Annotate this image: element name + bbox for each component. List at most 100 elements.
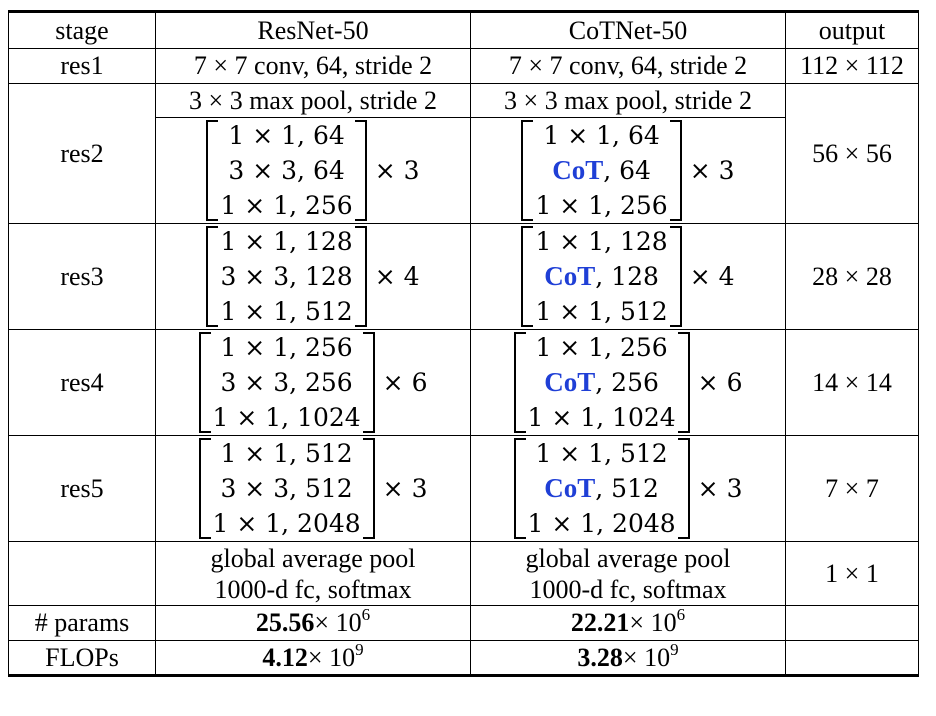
params-base: × 10: [314, 608, 362, 637]
flops-base: × 10: [622, 642, 671, 672]
matrix-line: 1 × 1, 1024: [527, 403, 676, 432]
output-cell: 7 × 7: [785, 435, 919, 542]
stage-cell: res2: [8, 83, 156, 224]
matrix-line: 1 × 1, 2048: [212, 509, 361, 538]
right-bracket: [354, 120, 367, 221]
stage-cell: res1: [8, 48, 156, 84]
repeat-count: × 6: [697, 368, 743, 397]
bracket-matrix: 1 × 1, 64 CoT, 64 1 × 1, 256: [521, 118, 682, 223]
cot-label: CoT: [544, 473, 596, 503]
cot-label: CoT: [552, 155, 604, 185]
bracket-matrix: 1 × 1, 128 CoT, 128 1 × 1, 512: [521, 224, 682, 329]
table-row-flops: FLOPs 4.12× 109 3.28× 109: [8, 639, 919, 677]
params-value: 25.56: [255, 608, 315, 637]
bracket-matrix: 1 × 1, 128 3 × 3, 128 1 × 1, 512: [206, 224, 367, 329]
architecture-table: stage ResNet-50 CoTNet-50 output res1 7 …: [8, 10, 919, 677]
flops-value: 4.12: [262, 642, 308, 672]
cotnet-block-cell: 1 × 1, 128 CoT, 128 1 × 1, 512 × 4: [470, 223, 786, 330]
stage-cell-empty: [8, 541, 156, 606]
table-row-res4: res4 1 × 1, 256 3 × 3, 256 1 × 1, 1024 ×…: [8, 329, 919, 436]
matrix-line: 1 × 1, 256: [220, 191, 353, 220]
matrix-line: 1 × 1, 128: [535, 227, 668, 256]
matrix-line: 3 × 3, 128: [220, 262, 353, 291]
matrix-line: 1 × 1, 512: [535, 297, 668, 326]
right-bracket: [669, 226, 682, 327]
params-base: × 10: [629, 608, 677, 637]
matrix-line: 1 × 1, 64: [543, 121, 660, 150]
matrix-line: 1 × 1, 512: [535, 439, 668, 468]
resnet-params-cell: 25.56× 106: [155, 605, 471, 641]
right-bracket: [362, 332, 375, 433]
output-cell: 28 × 28: [785, 223, 919, 330]
bracket-matrix: 1 × 1, 256 CoT, 256 1 × 1, 1024: [513, 330, 690, 435]
right-bracket: [677, 332, 690, 433]
params-label: # params: [8, 605, 156, 641]
header-row: stage ResNet-50 CoTNet-50 output: [8, 11, 919, 49]
matrix-line: 3 × 3, 64: [228, 156, 345, 185]
cotnet-block-cell: 1 × 1, 512 CoT, 512 1 × 1, 2048 × 3: [470, 435, 786, 542]
table-row-head: global average pool 1000-d fc, softmax g…: [8, 541, 919, 606]
flops-base: × 10: [307, 642, 356, 672]
repeat-count: × 3: [374, 156, 420, 185]
stage-cell: res4: [8, 329, 156, 436]
params-exponent: 6: [361, 605, 371, 624]
resnet-flops-cell: 4.12× 109: [155, 639, 471, 677]
header-stage: stage: [8, 11, 156, 49]
bracket-matrix: 1 × 1, 256 3 × 3, 256 1 × 1, 1024: [198, 330, 375, 435]
right-bracket: [354, 226, 367, 327]
left-bracket: [521, 226, 534, 327]
repeat-count: × 3: [697, 474, 743, 503]
flops-value: 3.28: [577, 642, 623, 672]
cot-channels: , 128: [595, 262, 659, 291]
left-bracket: [513, 332, 526, 433]
matrix-line: 1 × 1, 256: [220, 333, 353, 362]
matrix-line: CoT, 128: [544, 259, 659, 294]
resnet-pool-cell: 3 × 3 max pool, stride 2: [155, 83, 471, 118]
repeat-count: × 6: [382, 368, 428, 397]
matrix-line: 1 × 1, 512: [220, 297, 353, 326]
left-bracket: [513, 438, 526, 539]
matrix-line: CoT, 64: [552, 153, 651, 188]
resnet-block-cell: 1 × 1, 512 3 × 3, 512 1 × 1, 2048 × 3: [155, 435, 471, 542]
flops-exponent: 9: [670, 639, 679, 659]
matrix-line: 1 × 1, 256: [535, 333, 668, 362]
left-bracket: [521, 120, 534, 221]
bracket-matrix: 1 × 1, 512 3 × 3, 512 1 × 1, 2048: [198, 436, 375, 541]
left-bracket: [206, 226, 219, 327]
output-cell-empty: [785, 605, 919, 641]
matrix-line: 3 × 3, 256: [220, 368, 353, 397]
cotnet-block-cell: 1 × 1, 256 CoT, 256 1 × 1, 1024 × 6: [470, 329, 786, 436]
table-row-res1: res1 7 × 7 conv, 64, stride 2 7 × 7 conv…: [8, 48, 919, 84]
head-line: 1000-d fc, softmax: [529, 574, 727, 604]
cot-label: CoT: [544, 261, 596, 291]
repeat-count: × 3: [689, 156, 735, 185]
matrix-line: CoT, 512: [544, 471, 659, 506]
stage-cell: res3: [8, 223, 156, 330]
table-row-res5: res5 1 × 1, 512 3 × 3, 512 1 × 1, 2048 ×…: [8, 435, 919, 542]
resnet-block-cell: 1 × 1, 256 3 × 3, 256 1 × 1, 1024 × 6: [155, 329, 471, 436]
flops-label: FLOPs: [8, 640, 156, 677]
resnet-head-cell: global average pool 1000-d fc, softmax: [155, 541, 471, 606]
left-bracket: [198, 438, 211, 539]
cot-channels: , 512: [595, 474, 659, 503]
flops-exponent: 9: [355, 639, 364, 659]
cotnet-head-cell: global average pool 1000-d fc, softmax: [470, 541, 786, 606]
head-line: 1000-d fc, softmax: [214, 574, 412, 604]
output-cell-empty: [785, 640, 919, 677]
output-cell: 1 × 1: [785, 541, 919, 606]
cot-channels: , 64: [603, 156, 651, 185]
right-bracket: [362, 438, 375, 539]
cotnet-pool-cell: 3 × 3 max pool, stride 2: [470, 83, 786, 118]
table-row-params: # params 25.56× 106 22.21× 106: [8, 605, 919, 641]
right-bracket: [677, 438, 690, 539]
table-row-res2-pool: res2 3 × 3 max pool, stride 2 3 × 3 max …: [8, 83, 919, 224]
params-exponent: 6: [676, 605, 686, 624]
cotnet-block-cell: 1 × 1, 64 CoT, 64 1 × 1, 256 × 3: [470, 117, 786, 224]
resnet-block-cell: 1 × 1, 64 3 × 3, 64 1 × 1, 256 × 3: [155, 117, 471, 224]
left-bracket: [206, 120, 219, 221]
repeat-count: × 3: [382, 474, 428, 503]
cot-label: CoT: [544, 367, 596, 397]
bracket-matrix: 1 × 1, 64 3 × 3, 64 1 × 1, 256: [206, 118, 367, 223]
output-cell: 112 × 112: [785, 48, 919, 84]
head-line: global average pool: [525, 543, 731, 573]
